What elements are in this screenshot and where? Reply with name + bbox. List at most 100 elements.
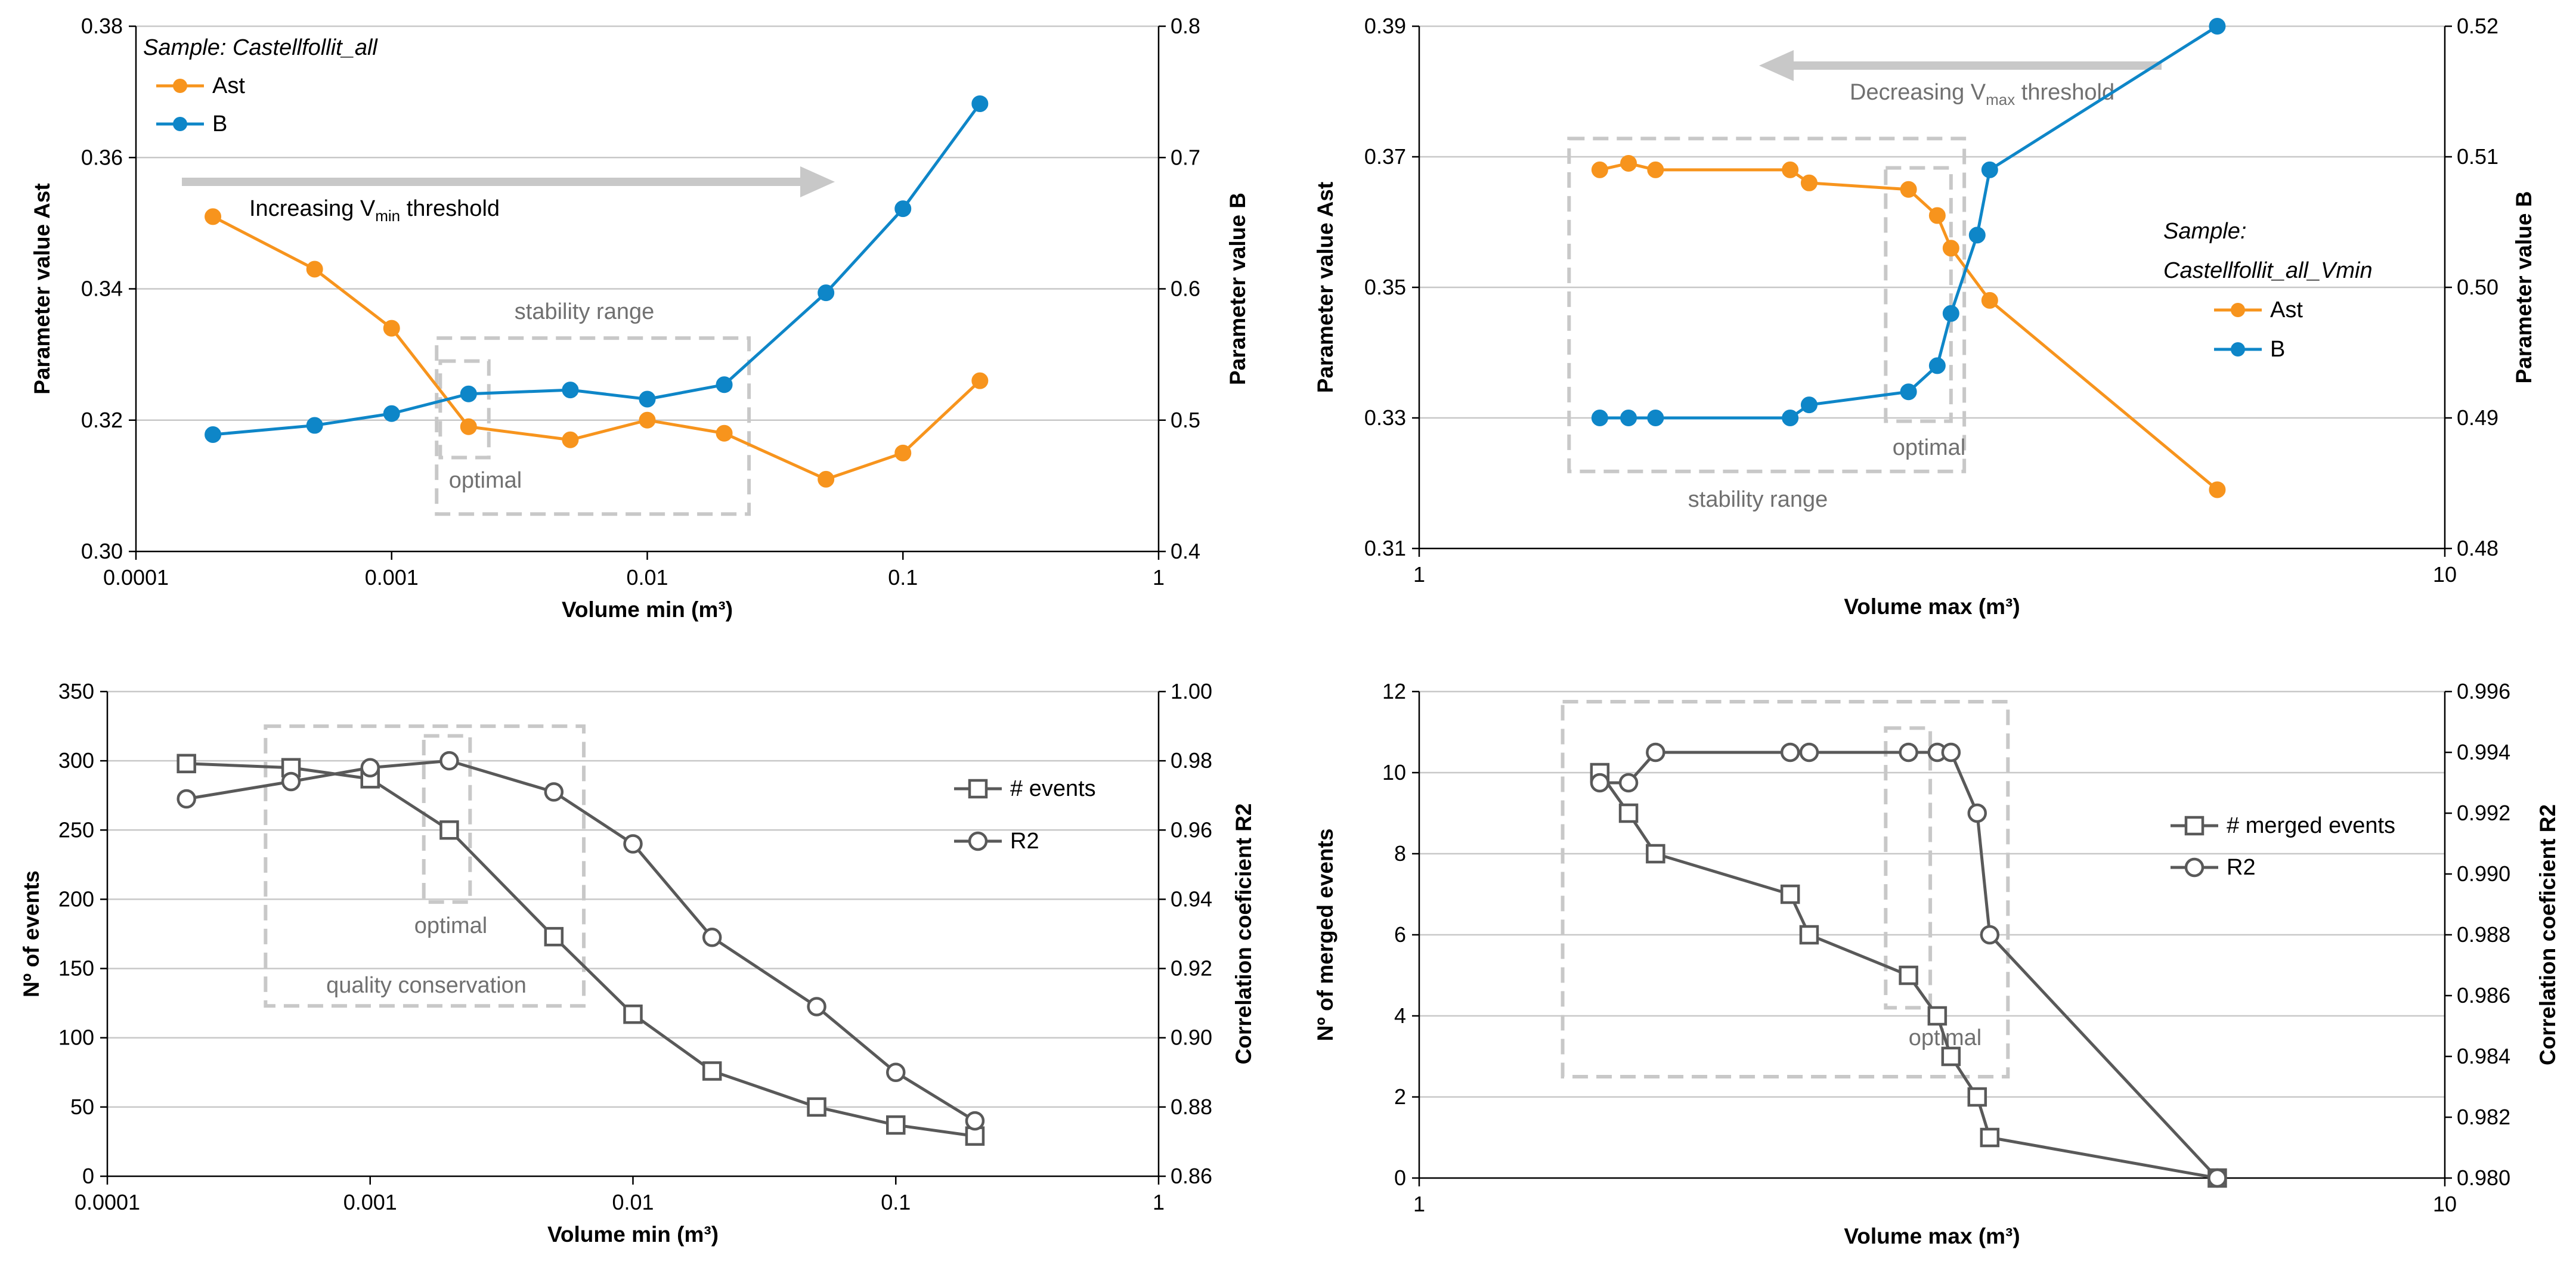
data-point [1928,357,1946,374]
data-point [1927,1006,1948,1026]
data-point [894,444,912,461]
data-point [1618,773,1639,793]
optimal-label: optimal [414,913,488,938]
data-point [807,997,826,1016]
y-left-tick-label: 0 [82,1164,94,1188]
data-point [562,431,579,448]
data-point [1782,410,1799,426]
y-right-tick-label: 0.52 [2457,14,2498,38]
data-point [439,820,459,840]
x-axis-title: Volume max (m³) [1844,594,2020,619]
x-tick-label: 0.1 [881,1190,911,1214]
data-point [886,1115,906,1135]
data-point [818,284,835,302]
y-right-tick-label: 0.98 [1171,748,1212,773]
y-right-tick-label: 0.996 [2457,679,2510,703]
data-point [639,390,656,408]
legend-label: B [2270,337,2285,362]
legend-label: Ast [2270,297,2303,323]
legend: Sample: Castellfollit_all Ast B [143,35,378,137]
y-right-tick-label: 0.50 [2457,275,2498,299]
y-right-tick-label: 0.94 [1171,887,1212,911]
y-left-tick-label: 150 [58,956,94,981]
legend-marker [2184,816,2205,836]
x-tick-label: 0.001 [343,1190,397,1214]
x-axis-title: Volume max (m³) [1844,1224,2020,1248]
y-left-tick-label: 0.33 [1364,405,1406,430]
y-right-tick-label: 0.6 [1171,277,1200,301]
data-point [1799,742,1819,763]
y-left-tick-label: 2 [1394,1084,1406,1109]
legend-marker [968,831,988,851]
y-right-tick-label: 0.8 [1171,14,1200,38]
x-tick-label: 0.0001 [103,565,169,590]
data-point [1899,965,1918,985]
data-point [1620,410,1637,426]
legend-marker [2231,303,2245,317]
stability-range-label: stability range [1688,487,1828,512]
data-point [894,200,912,218]
legend-label: Ast [212,73,245,98]
series-line [186,759,976,1123]
data-point [1590,773,1610,793]
data-point [460,418,477,435]
data-point [2207,1168,2227,1188]
data-point [1780,742,1800,763]
y-left-tick-label: 0.34 [81,277,123,301]
data-point [360,758,380,778]
series-line [1599,162,2219,491]
data-point [1967,1087,1987,1107]
y-right-tick-label: 0.984 [2457,1044,2510,1068]
y-right-tick-label: 0.988 [2457,922,2510,947]
data-point [281,771,301,792]
data-point [807,1097,826,1117]
x-axis-title: Volume min (m³) [547,1222,719,1247]
data-point [702,928,722,947]
y-left-tick-label: 6 [1394,922,1406,947]
y-right-tick-label: 0.90 [1171,1025,1212,1050]
data-point [1800,174,1818,191]
data-point [1980,925,2000,945]
y-left-tick-label: 0 [1394,1166,1406,1190]
y-right-tick-label: 0.86 [1171,1164,1212,1188]
data-point [1647,410,1664,426]
optimal-box [422,734,472,904]
data-point [1968,227,1986,244]
y-left-tick-label: 100 [58,1025,94,1050]
y-right-tick-label: 1.00 [1171,679,1212,703]
series-ast [205,208,989,488]
legend-marker [968,779,988,799]
legend-marker [173,117,187,131]
data-point [1899,742,1918,763]
data-point [1981,161,1998,178]
data-point [383,320,400,337]
y-right-tick-label: 0.992 [2457,801,2510,825]
y-left-axis-title: Parameter value Ast [1313,182,1337,393]
y-left-tick-label: 350 [58,679,94,703]
y-left-tick-label: 0.36 [81,145,123,169]
data-point [177,789,196,809]
y-left-tick-label: 0.37 [1364,144,1406,169]
legend-label: R2 [2227,855,2256,880]
data-point [1981,292,1998,309]
y-right-tick-label: 0.7 [1171,145,1200,169]
stability-range-label: stability range [515,299,654,324]
series-r2 [177,751,985,1131]
data-point [716,424,733,442]
data-point [460,385,477,402]
data-point [205,426,222,443]
y-left-tick-label: 10 [1382,760,1406,785]
y-right-tick-label: 0.51 [2457,144,2498,169]
y-right-axis-title: Parameter value B [1225,193,1250,385]
data-point [971,95,989,112]
data-point [886,1062,906,1083]
data-point [544,782,564,802]
optimal-box [438,359,491,460]
x-tick-label: 1 [1413,1192,1425,1216]
legend-label: # merged events [2227,813,2395,838]
optimal-label: optimal [1893,435,1966,460]
legend: # merged events R2 [2171,813,2395,880]
data-point [1780,884,1800,904]
chart-top-right: 0.31 0.33 0.35 0.37 0.39 0.48 0.49 0.50 0.51 0.52… [1313,14,2536,619]
data-point [623,834,643,854]
